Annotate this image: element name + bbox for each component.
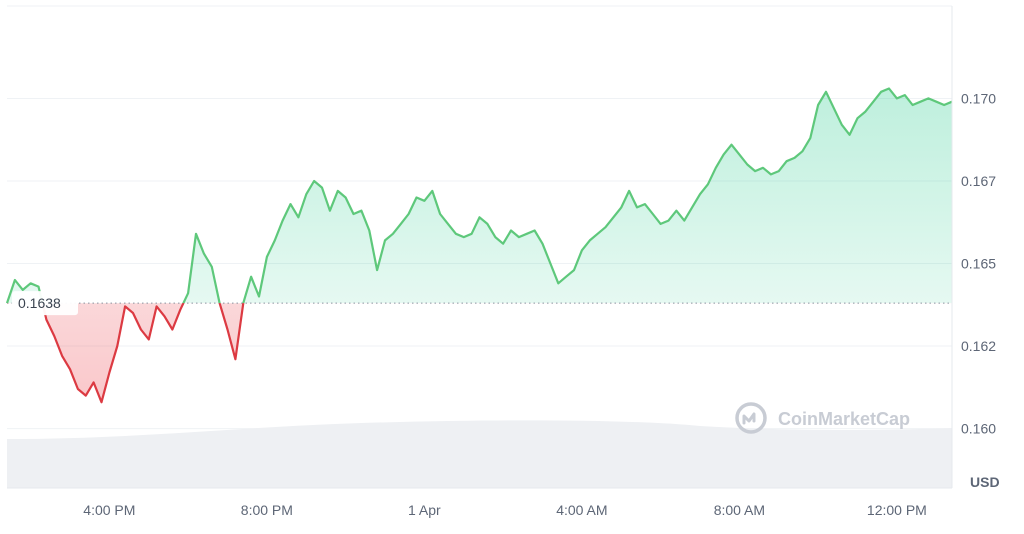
x-tick-label: 8:00 AM [714, 502, 765, 518]
area-below-open [42, 303, 244, 403]
x-tick-label: 8:00 PM [241, 502, 293, 518]
open-price-value: 0.1638 [18, 295, 61, 311]
price-line-down [7, 303, 245, 404]
watermark-text: CoinMarketCap [778, 409, 910, 429]
x-tick-label: 4:00 PM [83, 502, 135, 518]
y-tick-label: 0.162 [961, 338, 996, 354]
x-tick-label: 12:00 PM [867, 502, 927, 518]
x-axis-ticks: 4:00 PM 8:00 PM 1 Apr 4:00 AM 8:00 AM 12:00 P… [83, 502, 927, 518]
y-axis-ticks: 0.170 0.167 0.165 0.162 0.160 [961, 90, 996, 436]
open-price-label: 0.1638 [12, 291, 78, 316]
coinmarketcap-logo-icon [735, 402, 767, 434]
area-above-open [7, 88, 952, 304]
x-tick-label: 1 Apr [408, 502, 441, 518]
y-tick-label: 0.160 [961, 421, 996, 437]
y-tick-label: 0.170 [961, 90, 996, 106]
watermark: CoinMarketCap [735, 402, 910, 434]
currency-unit: USD [970, 474, 1000, 490]
price-line-up [5, 87, 953, 304]
y-tick-label: 0.167 [961, 173, 996, 189]
volume-area [7, 420, 952, 488]
x-tick-label: 4:00 AM [556, 502, 607, 518]
y-tick-label: 0.165 [961, 256, 996, 272]
